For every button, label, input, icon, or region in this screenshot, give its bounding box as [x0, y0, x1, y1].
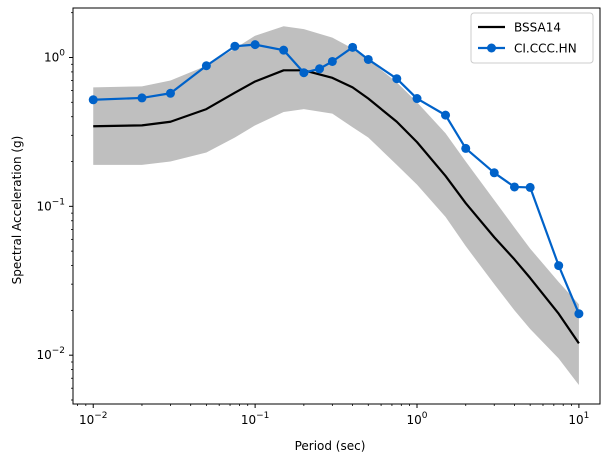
data-point-ci-ccc-hn	[461, 143, 471, 153]
data-point-ci-ccc-hn	[363, 54, 373, 64]
data-point-ci-ccc-hn	[554, 261, 564, 271]
data-point-ci-ccc-hn	[299, 68, 309, 78]
series-ci-ccc-hn	[88, 40, 584, 319]
data-point-ci-ccc-hn	[201, 61, 211, 71]
data-point-ci-ccc-hn	[392, 74, 402, 84]
series-layer	[88, 40, 584, 345]
legend-marker-ci-ccc-hn	[487, 43, 496, 53]
data-point-ci-ccc-hn	[327, 56, 337, 66]
x-tick-label: 10−1	[241, 411, 270, 427]
axes-layer: 10−2 10−1 100 101 10−2 10−1 100	[36, 7, 601, 427]
y-axis-title: Spectral Acceleration (g)	[10, 136, 24, 285]
data-point-ci-ccc-hn	[412, 94, 422, 104]
data-point-ci-ccc-hn	[88, 95, 98, 105]
data-point-ci-ccc-hn	[525, 182, 535, 192]
data-point-ci-ccc-hn	[574, 309, 584, 319]
series-line-bssa14	[93, 69, 580, 345]
y-tick-label: 100	[44, 48, 65, 64]
uncertainty-band	[93, 26, 579, 386]
data-point-ci-ccc-hn	[230, 41, 240, 51]
data-point-ci-ccc-hn	[315, 64, 325, 74]
legend-label-bssa14: BSSA14	[514, 21, 561, 35]
y-tick-label: 10−2	[36, 346, 65, 362]
x-tick-label: 100	[407, 411, 428, 427]
data-point-ci-ccc-hn	[165, 88, 175, 98]
x-tick-label: 101	[568, 411, 589, 427]
x-tick-label: 10−2	[79, 411, 108, 427]
legend-box	[470, 12, 594, 64]
data-point-ci-ccc-hn	[509, 182, 519, 192]
data-point-ci-ccc-hn	[279, 45, 289, 55]
data-point-ci-ccc-hn	[250, 40, 260, 50]
confidence-band-layer	[93, 26, 579, 386]
legend-label-ci-ccc-hn: CI.CCC.HN	[514, 42, 577, 56]
legend: BSSA14 CI.CCC.HN	[470, 12, 594, 64]
data-point-ci-ccc-hn	[441, 110, 451, 120]
y-tick-label: 10−1	[36, 197, 65, 213]
data-point-ci-ccc-hn	[489, 168, 499, 178]
series-bssa14	[93, 69, 580, 345]
data-point-ci-ccc-hn	[348, 42, 358, 52]
x-axis-title: Period (sec)	[295, 439, 366, 453]
data-point-ci-ccc-hn	[137, 93, 147, 103]
